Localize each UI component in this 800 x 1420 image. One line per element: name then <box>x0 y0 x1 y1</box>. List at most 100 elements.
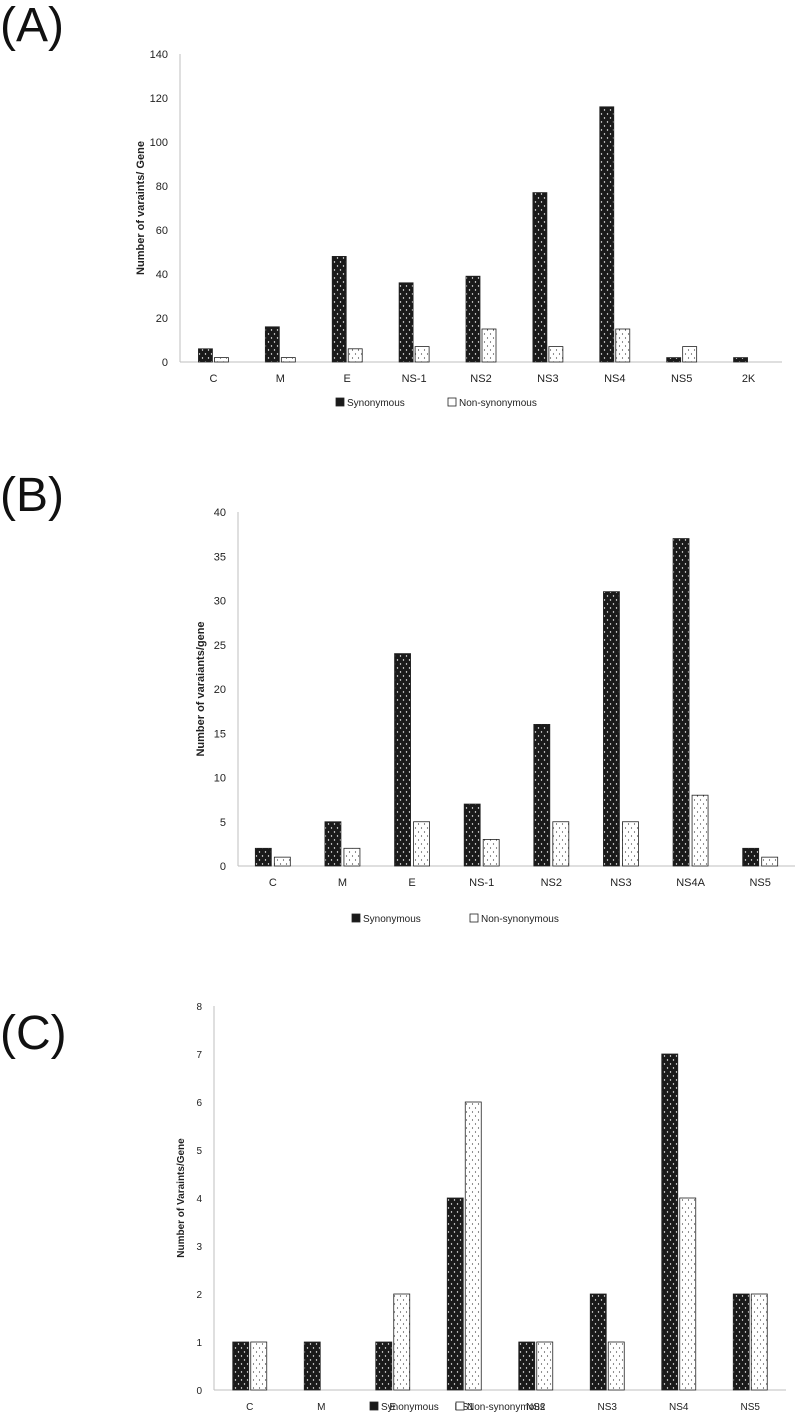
legend-label-non-synonymous: Non-synonymous <box>481 914 559 925</box>
bar-synonymous <box>198 348 213 363</box>
y-tick-label: 5 <box>196 1146 202 1157</box>
x-tick-label: NS-1 <box>469 877 494 889</box>
bar-synonymous <box>742 847 760 867</box>
bar-synonymous <box>331 255 347 363</box>
y-tick-label: 6 <box>196 1098 202 1109</box>
bar-synonymous <box>394 653 411 867</box>
legend-swatch-non-synonymous <box>469 913 479 923</box>
x-tick-label: NS-1 <box>402 373 427 385</box>
y-tick-label: 30 <box>214 596 226 608</box>
bar-synonymous <box>666 357 682 363</box>
legend-label-synonymous: Synonymous <box>347 398 405 409</box>
bar-non-synonymous <box>615 328 631 363</box>
x-tick-label: NS1 <box>455 1402 475 1413</box>
bar-synonymous <box>232 1341 250 1391</box>
y-tick-label: 35 <box>214 551 226 563</box>
y-tick-label: 15 <box>214 728 226 740</box>
chart-a: 0 20 40 60 80 100 120 140 Number of varaints/ Ge… <box>135 49 782 409</box>
x-tick-label: NS2 <box>470 373 491 385</box>
panel-label-a: (A) <box>0 0 64 52</box>
bar-non-synonymous <box>343 847 361 867</box>
y-tick-label: 1 <box>196 1338 202 1349</box>
bar-non-synonymous <box>761 856 779 867</box>
y-tick-label: 120 <box>150 93 168 105</box>
bar-non-synonymous <box>548 346 564 363</box>
x-tick-label: NS4 <box>669 1402 689 1413</box>
y-tick-label: 2 <box>196 1290 202 1301</box>
bar-synonymous <box>661 1053 679 1391</box>
bar-synonymous <box>446 1197 464 1391</box>
bar-synonymous <box>254 847 272 867</box>
y-tick-label: 20 <box>156 313 168 325</box>
bar-non-synonymous <box>347 348 363 363</box>
y-tick-label: 0 <box>196 1386 202 1397</box>
y-tick-label: 8 <box>196 1002 202 1013</box>
x-tick-label: M <box>317 1402 325 1413</box>
x-tick-label: NS5 <box>741 1402 761 1413</box>
bar-synonymous <box>589 1293 607 1391</box>
bar-synonymous <box>324 821 342 867</box>
y-tick-label: 25 <box>214 640 226 652</box>
y-tick-label: 5 <box>220 817 226 829</box>
panel-label-c: (C) <box>0 1007 67 1060</box>
bar-synonymous <box>375 1341 393 1391</box>
bar-synonymous <box>532 192 548 363</box>
y-tick-label: 40 <box>214 507 226 519</box>
y-tick-label: 20 <box>214 684 226 696</box>
bar-synonymous <box>732 1293 750 1391</box>
x-tick-label: E <box>408 877 415 889</box>
legend-swatch-synonymous <box>335 397 345 407</box>
bar-non-synonymous <box>682 346 698 363</box>
legend-label-synonymous: Synonymous <box>363 914 421 925</box>
bar-non-synonymous <box>214 357 229 363</box>
y-tick-label: 10 <box>214 773 226 785</box>
y-tick-label: 4 <box>196 1194 202 1205</box>
x-tick-label: NS2 <box>526 1402 546 1413</box>
x-tick-label: NS5 <box>749 877 770 889</box>
y-tick-label: 60 <box>156 225 168 237</box>
bar-synonymous <box>603 591 620 867</box>
chart-b: 0 5 10 15 20 25 30 35 40 Number of varaiants/gene… <box>195 507 795 925</box>
y-tick-label: 3 <box>196 1242 202 1253</box>
x-tick-label: E <box>389 1402 396 1413</box>
x-tick-label: C <box>209 373 217 385</box>
chart-c: 0 1 2 3 4 5 6 7 8 Number of Varaints/Gene C M E NS1 NS… <box>176 1002 786 1413</box>
bar-synonymous <box>672 538 690 867</box>
bar-non-synonymous <box>464 1101 482 1391</box>
bar-synonymous <box>533 723 551 867</box>
bar-non-synonymous <box>393 1293 411 1391</box>
bar-non-synonymous <box>413 821 430 867</box>
y-axis-title: Number of varaiants/gene <box>195 621 207 756</box>
x-tick-label: C <box>246 1402 253 1413</box>
bar-synonymous <box>599 106 615 363</box>
bar-synonymous <box>733 357 748 363</box>
bar-non-synonymous <box>622 821 639 867</box>
bar-non-synonymous <box>552 821 570 867</box>
x-tick-label: M <box>276 373 285 385</box>
bar-synonymous <box>465 275 481 363</box>
legend-label-non-synonymous: Non-synonymous <box>467 1402 545 1413</box>
bar-synonymous <box>463 803 481 867</box>
x-tick-label: NS2 <box>541 877 562 889</box>
bar-non-synonymous <box>607 1341 625 1391</box>
legend-swatch-synonymous <box>351 913 361 923</box>
bar-synonymous <box>303 1341 321 1391</box>
bar-synonymous <box>264 326 280 363</box>
x-tick-label: NS4A <box>676 877 705 889</box>
y-tick-label: 100 <box>150 137 168 149</box>
x-tick-label: NS4 <box>604 373 625 385</box>
bar-synonymous <box>518 1341 536 1391</box>
bar-non-synonymous <box>679 1197 697 1391</box>
y-tick-label: 0 <box>162 357 168 369</box>
x-tick-label: NS5 <box>671 373 692 385</box>
y-tick-label: 40 <box>156 269 168 281</box>
y-tick-label: 0 <box>220 861 226 873</box>
y-tick-label: 80 <box>156 181 168 193</box>
x-tick-label: 2K <box>742 373 756 385</box>
bar-non-synonymous <box>280 357 296 363</box>
bar-non-synonymous <box>273 856 291 867</box>
x-tick-label: NS3 <box>598 1402 618 1413</box>
legend-swatch-non-synonymous <box>447 397 457 407</box>
legend-label-synonymous: Synonymous <box>381 1402 439 1413</box>
x-tick-label: C <box>269 877 277 889</box>
